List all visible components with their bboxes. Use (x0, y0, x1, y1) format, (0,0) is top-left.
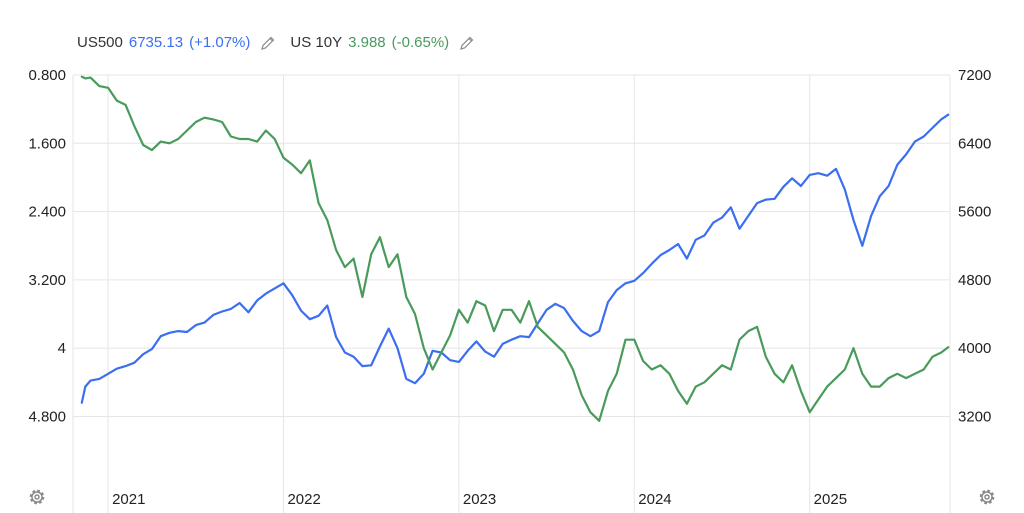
x-tick-label: 2021 (112, 491, 145, 508)
legend-series1-change: (+1.07%) (189, 34, 251, 51)
y-left-tick-label: 4.800 (28, 409, 66, 426)
x-tick-label: 2025 (814, 491, 847, 508)
gear-icon[interactable] (976, 486, 998, 508)
x-tick-label: 2023 (463, 491, 496, 508)
y-left-tick-label: 1.600 (28, 135, 66, 152)
pencil-icon[interactable] (260, 35, 276, 51)
y-right-tick-label: 5600 (958, 204, 991, 221)
y-left-tick-label: 4 (58, 340, 66, 357)
series-line-us500 (80, 113, 950, 404)
legend-series2-value: 3.988 (348, 34, 386, 51)
y-left-tick-label: 0.800 (28, 67, 66, 84)
y-right-tick-label: 6400 (958, 135, 991, 152)
chart-legend: US500 6735.13 (+1.07%) US 10Y 3.988 (-0.… (77, 34, 489, 51)
legend-series2-change: (-0.65%) (391, 34, 450, 51)
y-right-tick-label: 7200 (958, 67, 991, 84)
y-left-tick-label: 2.400 (28, 204, 66, 221)
legend-series2-name: US 10Y (290, 34, 343, 51)
y-right-tick-label: 3200 (958, 409, 991, 426)
pencil-icon[interactable] (459, 35, 475, 51)
y-left-tick-label: 3.200 (28, 272, 66, 289)
series-line-us10y (80, 75, 950, 422)
legend-series1-value: 6735.13 (128, 34, 184, 51)
legend-series1-name: US500 (77, 34, 123, 51)
gear-icon[interactable] (26, 486, 48, 508)
y-right-tick-label: 4800 (958, 272, 991, 289)
x-tick-label: 2024 (638, 491, 671, 508)
y-right-tick-label: 4000 (958, 340, 991, 357)
x-tick-label: 2022 (287, 491, 320, 508)
